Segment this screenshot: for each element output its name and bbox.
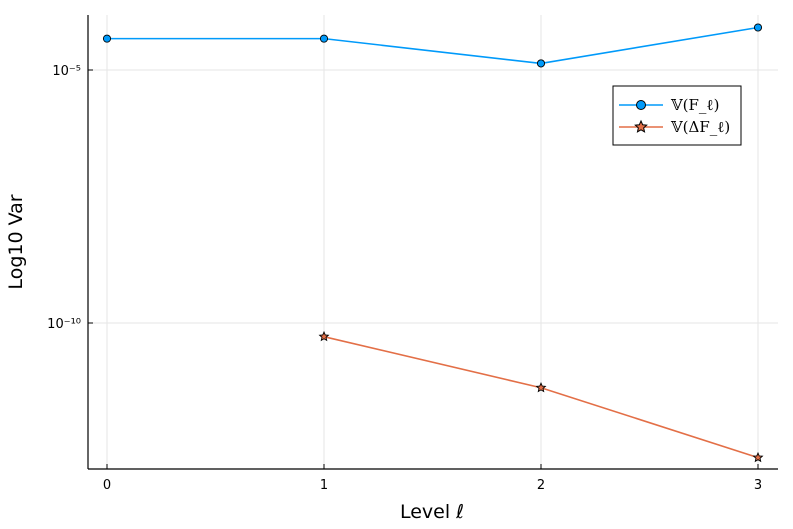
x-tick-label: 3 bbox=[754, 478, 762, 493]
legend-label-2: 𝕍(ΔF_ℓ) bbox=[670, 118, 730, 136]
data-point bbox=[319, 34, 329, 43]
x-tick-label: 2 bbox=[537, 478, 545, 493]
legend-marker-2 bbox=[634, 119, 648, 133]
data-point bbox=[535, 382, 547, 393]
legend-box bbox=[612, 85, 742, 146]
axes bbox=[87, 15, 778, 470]
legend-marker-1 bbox=[636, 100, 646, 110]
y-tick-label: 10⁻¹⁰ bbox=[47, 317, 81, 332]
data-point bbox=[102, 34, 112, 43]
series-layer bbox=[102, 23, 764, 463]
ticks: 0 1 2 3 10⁻⁵ 10⁻¹⁰ bbox=[47, 64, 762, 493]
data-point bbox=[753, 23, 763, 32]
series-line bbox=[107, 26, 759, 65]
data-point bbox=[752, 451, 764, 463]
data-point bbox=[536, 59, 546, 68]
x-axis-title: Level ℓ bbox=[400, 501, 464, 523]
grid bbox=[88, 15, 778, 469]
y-tick-label: 10⁻⁵ bbox=[52, 64, 81, 79]
legend: 𝕍(F_ℓ) 𝕍(ΔF_ℓ) bbox=[612, 85, 742, 146]
x-tick-label: 0 bbox=[103, 478, 111, 493]
series-2 bbox=[318, 330, 764, 463]
legend-label-1: 𝕍(F_ℓ) bbox=[670, 96, 719, 114]
y-axis-title: Log10 Var bbox=[5, 194, 27, 289]
data-point bbox=[318, 330, 330, 342]
legend-star-shape bbox=[634, 119, 648, 133]
series-1 bbox=[102, 23, 763, 68]
x-tick-label: 1 bbox=[320, 478, 328, 493]
